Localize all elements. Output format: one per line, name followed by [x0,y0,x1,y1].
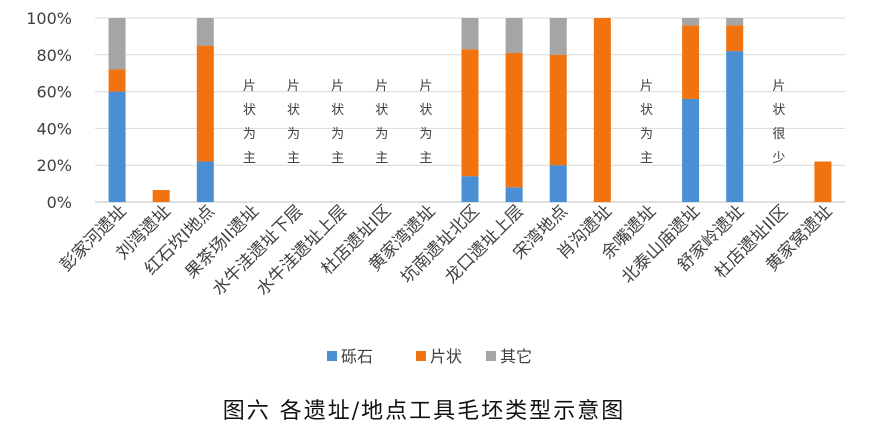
annotation: 片状为主 [287,79,300,166]
bar-segment [682,98,700,202]
bars [108,18,832,203]
y-tick-label: 20% [36,156,72,175]
annotation: 片状为主 [419,79,432,166]
bar-segment [108,18,126,70]
bar-segment [726,51,744,203]
bar-segment [108,91,126,202]
legend-swatch [486,351,496,361]
annotation: 片状为主 [243,79,256,166]
bar-segment [682,18,700,26]
legend-label: 片状 [430,347,462,366]
y-tick-label: 40% [36,119,72,138]
bar-segment [152,190,170,202]
bar-segment [682,25,700,99]
bar-segment [549,18,567,55]
y-axis: 0% 20% 40% 60% 80% 100% [26,9,72,212]
bar-segment [505,187,523,202]
bar-segment [505,52,523,188]
bar-segment [549,165,567,202]
legend-swatch [327,351,337,361]
y-tick-label: 60% [36,83,72,102]
legend-label: 其它 [500,347,532,366]
bar-segment [726,18,744,26]
x-tick-label: 彭家河遗址 [56,201,130,275]
legend-label: 砾石 [341,347,373,366]
bar-segment [461,176,479,202]
annotation: 片状为主 [375,79,388,166]
bar-segment [196,18,214,46]
annotation: 片状为主 [331,79,344,166]
bar-segment [461,49,479,177]
y-tick-label: 80% [36,46,72,65]
bar-segment [505,18,523,53]
y-tick-label: 100% [26,9,72,28]
annotation: 片状为主 [640,79,653,166]
bar-segment [196,161,214,202]
annotations: 片状为主 片状为主 片状为主 片状为主 片状为主 片状为主 片状很少 [243,79,785,166]
bar-segment [593,18,611,202]
figure-caption: 图六 各遗址/地点工具毛坯类型示意图 [223,399,625,424]
annotation: 片状很少 [772,79,785,166]
legend: 砾石 片状 其它 [327,347,532,366]
bar-segment [108,69,126,92]
bar-segment [461,18,479,50]
legend-swatch [416,351,426,361]
bar-segment [549,54,567,166]
bar-segment [814,161,832,202]
x-axis: 彭家河遗址刘湾遗址红石坎I地点果茶场II遗址水牛洼遗址下层水牛洼遗址上层杜店遗址… [56,201,836,299]
bar-segment [726,25,744,52]
bar-segment [196,45,214,162]
y-tick-label: 0% [47,193,72,212]
